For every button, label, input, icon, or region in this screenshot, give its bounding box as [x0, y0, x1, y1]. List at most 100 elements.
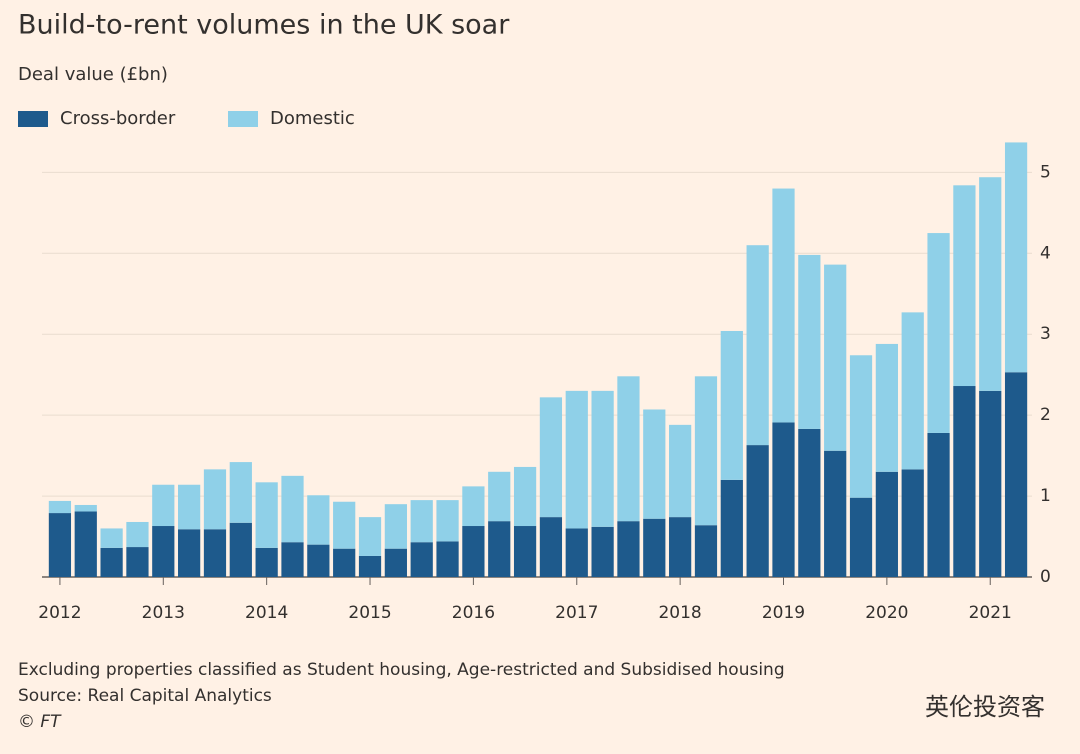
legend-label: Cross-border: [60, 108, 176, 129]
bar-segment: [74, 511, 97, 577]
bar-segment: [643, 518, 666, 577]
bar-segment: [875, 471, 898, 577]
bar-segment: [565, 528, 588, 577]
bar-segment: [152, 526, 175, 577]
bar-segment: [229, 462, 252, 523]
bar-segment: [48, 513, 72, 577]
bar-segment: [824, 264, 847, 451]
bar-segment: [48, 500, 72, 514]
bar-segment: [436, 541, 459, 577]
bar-segment: [694, 525, 718, 577]
bar-segment: [927, 432, 950, 577]
bar-segment: [203, 529, 227, 577]
bar-segment: [203, 469, 227, 530]
bar-segment: [617, 521, 640, 577]
subtitle: Deal value (£bn): [18, 64, 168, 85]
x-tick-label: 2012: [38, 603, 81, 623]
legend-swatch: [18, 111, 48, 127]
bar-segment: [849, 497, 873, 577]
bar-segment: [694, 376, 718, 526]
bar-segment: [74, 504, 97, 512]
bar-segment: [100, 528, 123, 548]
bar-segment: [849, 355, 873, 498]
bar-segment: [927, 233, 950, 433]
bar-segment: [798, 254, 821, 429]
bar-segment: [539, 397, 563, 518]
bar-segment: [1004, 142, 1028, 373]
x-tick-label: 2014: [245, 603, 288, 623]
bar-segment: [720, 479, 743, 577]
bar-segment: [979, 390, 1002, 577]
bar-segment: [307, 495, 330, 545]
x-tick-label: 2017: [555, 603, 598, 623]
bar-segment: [643, 409, 666, 519]
bar-segment: [410, 542, 433, 577]
note: Excluding properties classified as Stude…: [18, 660, 785, 680]
x-tick-label: 2019: [762, 603, 805, 623]
bar-segment: [462, 486, 485, 527]
bar-segment: [488, 471, 511, 522]
bar-segment: [152, 484, 175, 527]
bar-segment: [875, 343, 898, 472]
y-tick-label: 4: [1040, 243, 1051, 263]
y-tick-label: 0: [1040, 567, 1051, 587]
bar-segment: [824, 450, 847, 577]
bar-segment: [798, 428, 821, 577]
bar-segment: [591, 390, 614, 527]
bar-segment: [255, 547, 278, 577]
bar-segment: [410, 500, 433, 543]
bar-segment: [953, 185, 976, 387]
bar-segment: [901, 469, 924, 577]
bar-segment: [384, 548, 407, 577]
bar-segment: [307, 544, 330, 577]
bar-segment: [901, 312, 924, 470]
bar-segment: [669, 517, 692, 577]
bar-segment: [333, 548, 356, 577]
bar-segment: [565, 390, 588, 529]
bar-segment: [100, 547, 123, 577]
x-tick-label: 2021: [969, 603, 1012, 623]
x-tick-label: 2013: [142, 603, 185, 623]
y-tick-label: 1: [1040, 486, 1051, 506]
bar-segment: [746, 245, 769, 446]
bar-segment: [255, 482, 278, 548]
bar-segment: [513, 526, 537, 577]
x-tick-label: 2018: [658, 603, 701, 623]
bar-segment: [126, 547, 149, 577]
bar-segment: [358, 517, 382, 556]
bar-segment: [178, 484, 201, 530]
legend-label: Domestic: [270, 108, 355, 129]
bar-segment: [229, 522, 252, 577]
x-tick-label: 2015: [348, 603, 391, 623]
bar-segment: [462, 526, 485, 577]
x-tick-label: 2020: [865, 603, 908, 623]
source: Source: Real Capital Analytics: [18, 686, 272, 706]
bar-segment: [539, 517, 563, 577]
bar-segment: [126, 521, 149, 548]
bar-segment: [953, 386, 976, 577]
bar-segment: [358, 555, 382, 577]
bar-segment: [1004, 372, 1028, 577]
bar-segment: [436, 500, 459, 542]
bar-segment: [178, 529, 201, 577]
bar-segment: [617, 376, 640, 522]
bar-segment: [281, 542, 304, 577]
bar-segment: [669, 424, 692, 518]
y-tick-label: 5: [1040, 162, 1051, 182]
x-tick-label: 2016: [452, 603, 495, 623]
legend-swatch: [228, 111, 258, 127]
bar-segment: [384, 504, 407, 549]
bar-segment: [513, 466, 537, 527]
bar-segment: [488, 521, 511, 577]
bar-segment: [772, 422, 795, 577]
bar-segment: [720, 330, 743, 480]
chart-title: Build-to-rent volumes in the UK soar: [18, 10, 510, 41]
bar-segment: [591, 526, 614, 577]
watermark: 英伦投资客: [925, 693, 1045, 721]
bar-segment: [281, 475, 304, 543]
bar-segment: [772, 188, 795, 423]
y-tick-label: 2: [1040, 405, 1051, 425]
bar-segment: [333, 501, 356, 549]
